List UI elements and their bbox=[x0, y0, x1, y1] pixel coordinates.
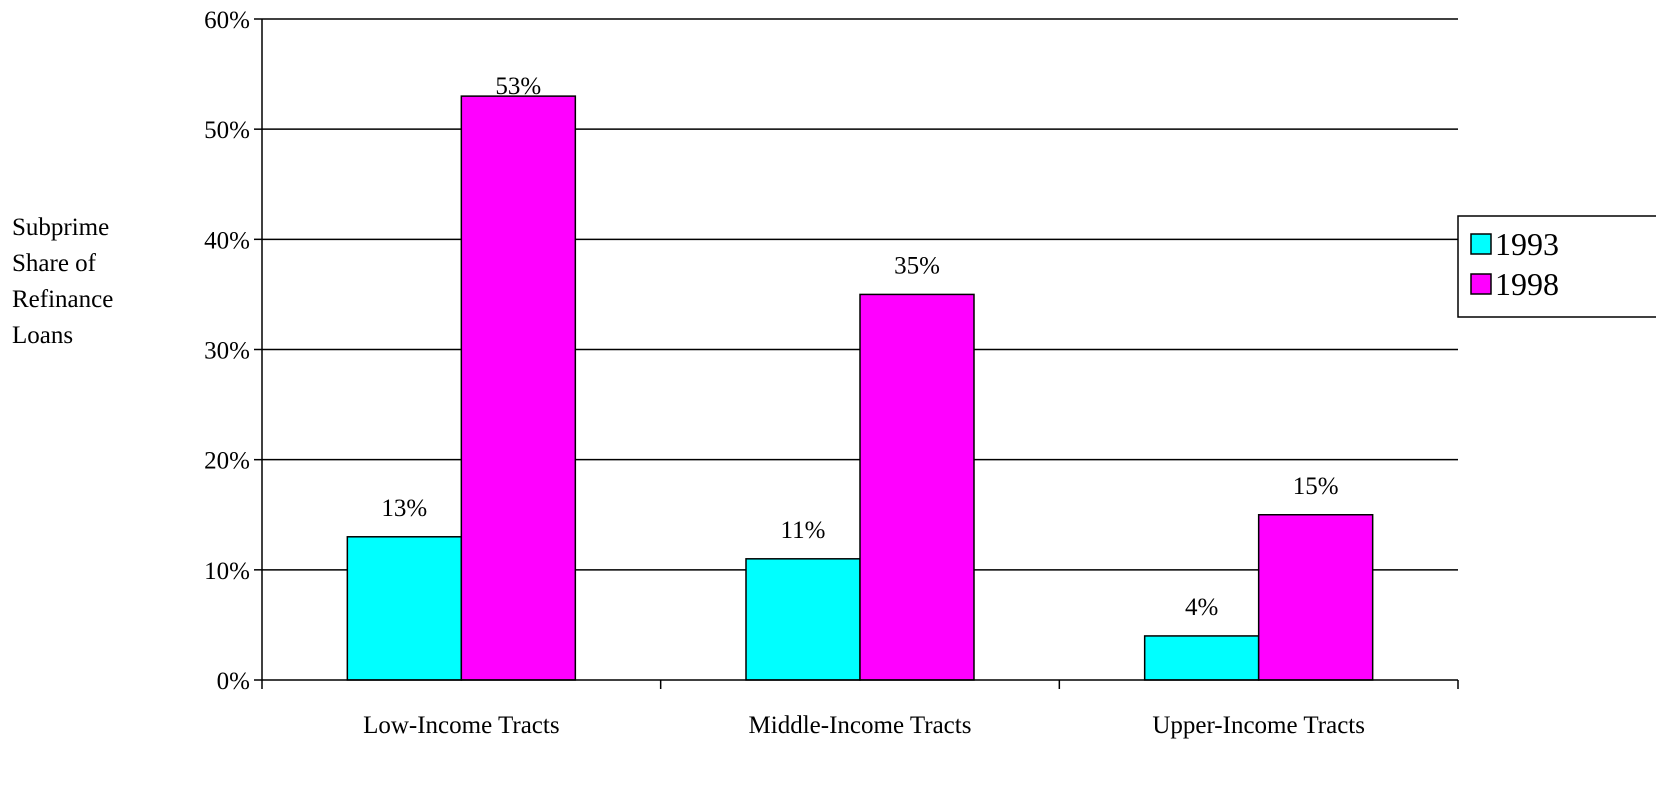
y-axis-label-line: Refinance bbox=[12, 286, 113, 313]
bars bbox=[346, 95, 1374, 681]
legend-label: 1998 bbox=[1495, 266, 1559, 302]
bar-1998-1 bbox=[859, 293, 975, 681]
legend-swatch-1998 bbox=[1470, 273, 1492, 295]
legend: 1993 1998 bbox=[1457, 215, 1656, 318]
bar-value-label: 11% bbox=[781, 517, 826, 544]
bar-1998-0 bbox=[460, 95, 577, 681]
bar-value-labels: 13% 53% 11% 35% 4% 15% bbox=[381, 73, 1338, 621]
x-category-label: Upper-Income Tracts bbox=[1152, 712, 1365, 739]
bar-1993-0 bbox=[346, 536, 463, 681]
y-axis-label-line: Share of bbox=[12, 250, 97, 277]
y-axis-label-line: Loans bbox=[12, 322, 73, 349]
bar-1998-2 bbox=[1257, 514, 1374, 681]
bar-1993-1 bbox=[745, 558, 861, 681]
y-tick-label: 40% bbox=[204, 227, 250, 254]
legend-swatch-1993 bbox=[1470, 233, 1492, 255]
legend-label: 1993 bbox=[1495, 226, 1559, 262]
y-tick-label: 20% bbox=[204, 448, 250, 475]
bar-value-label: 13% bbox=[381, 495, 427, 522]
y-axis-label-line: Subprime bbox=[12, 214, 109, 241]
axes bbox=[261, 19, 1459, 689]
bar-value-label: 53% bbox=[495, 73, 541, 100]
y-tick-label: 50% bbox=[204, 117, 250, 144]
x-axis-categories: Low-Income Tracts Middle-Income Tracts Upp… bbox=[363, 712, 1365, 739]
x-category-label: Middle-Income Tracts bbox=[749, 712, 972, 739]
y-tick-label: 0% bbox=[217, 668, 250, 695]
bar-value-label: 15% bbox=[1293, 473, 1339, 500]
bar-value-label: 35% bbox=[894, 252, 940, 279]
bar-value-label: 4% bbox=[1185, 594, 1218, 621]
y-axis-label: Subprime Share of Refinance Loans bbox=[12, 214, 113, 349]
y-axis-ticks: 0% 10% 20% 30% 40% 50% 60% bbox=[204, 7, 262, 695]
bar-1993-2 bbox=[1143, 635, 1260, 681]
y-tick-label: 10% bbox=[204, 558, 250, 585]
legend-box bbox=[1457, 215, 1656, 318]
x-category-label: Low-Income Tracts bbox=[363, 712, 560, 739]
y-tick-label: 30% bbox=[204, 338, 250, 365]
y-tick-label: 60% bbox=[204, 7, 250, 34]
